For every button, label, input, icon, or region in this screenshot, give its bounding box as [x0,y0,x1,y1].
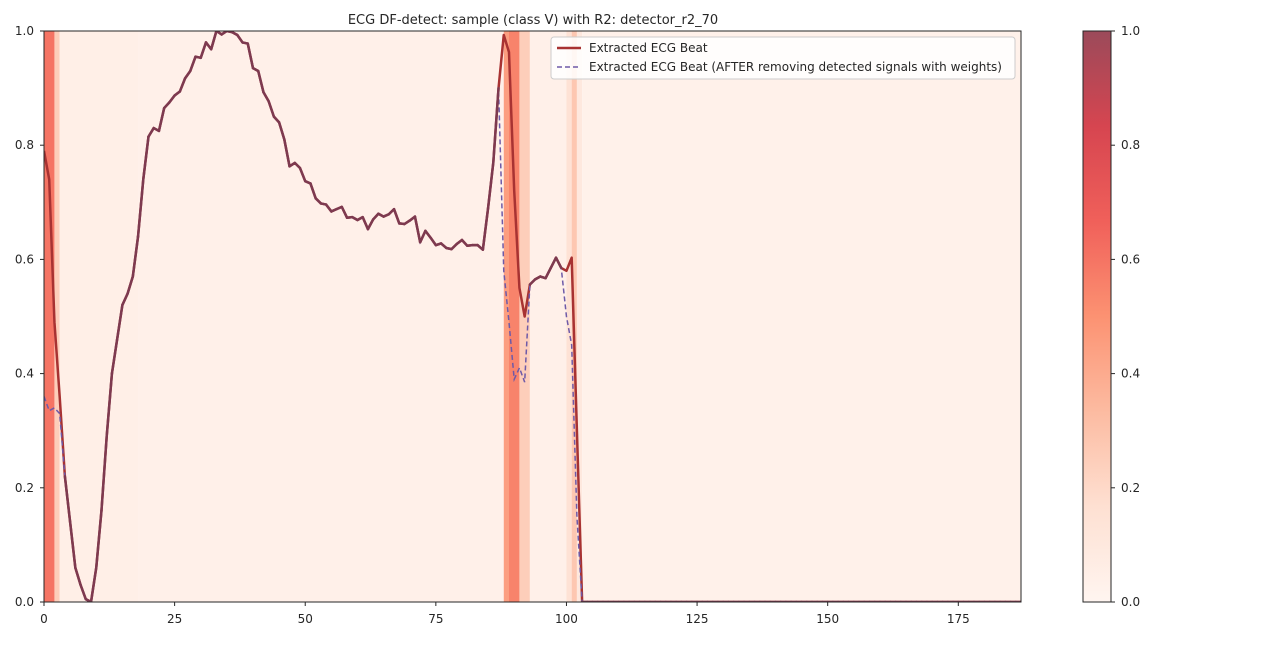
colorbar-tick-label: 0.8 [1121,138,1140,152]
series-overlap-segment [74,566,82,587]
x-tick-label: 125 [686,612,709,626]
x-tick-label: 25 [167,612,182,626]
series-overlap-segment [554,256,563,270]
weight-band-11 [582,31,1021,602]
series-overlap-segment [340,205,349,219]
x-tick-label: 0 [40,612,48,626]
colorbar-tick-label: 1.0 [1121,24,1140,38]
legend-label-removed: Extracted ECG Beat (AFTER removing detec… [589,60,1002,74]
series-overlap-segment [126,275,135,295]
colorbar-ticks: 0.0 0.2 0.4 0.6 0.8 1.0 [1111,24,1140,609]
chart-title: ECG DF-detect: sample (class V) with R2:… [348,13,718,28]
series-overlap-segment [68,520,77,569]
series-overlap-segment [361,215,370,231]
legend-box [550,36,1016,80]
series-overlap-segment [199,41,208,60]
series-overlap-segment [121,292,129,307]
series-overlap-segment [267,99,276,118]
series-overlap-segment [100,435,108,512]
series-overlap-segment [183,69,192,80]
series-overlap-segment [89,566,98,602]
series-overlap-segment [481,206,490,251]
weight-bands [44,31,1021,602]
series-overlap-segment [262,90,270,103]
series-overlap-segment [178,77,187,93]
series-overlap-segment [115,303,124,341]
series-overlap-segment [283,138,291,168]
colorbar-tick-label: 0.6 [1121,252,1140,266]
colorbar-tick-label: 0.4 [1121,367,1140,381]
plot-frame [43,30,1022,603]
series-overlap-segment [94,509,103,569]
series-overlap-segment [492,86,500,164]
x-axis: 0 25 50 75 100 125 150 175 [40,602,970,626]
series-lines [44,31,1021,602]
y-tick-label: 0.0 [15,595,34,609]
series-overlap-segment [131,235,140,278]
series-overlap-segment [63,475,72,524]
x-tick-label: 175 [947,612,970,626]
series-overlap-segment [246,42,255,70]
series-overlap-segment [272,115,281,124]
series-overlap-segment [429,236,438,247]
weight-band-1 [54,31,60,602]
legend-label-original: Extracted ECG Beat [589,41,708,55]
weight-band-7 [529,31,567,602]
y-tick-label: 0.4 [15,367,34,381]
x-tick-label: 75 [428,612,443,626]
y-tick-label: 0.8 [15,138,34,152]
legend: Extracted ECG Beat Extracted ECG Beat (A… [550,36,1016,80]
weight-band-5 [508,31,520,602]
series-overlap-segment [460,238,469,247]
series-overlap-segment [256,69,265,94]
weight-band-0 [44,31,55,602]
x-tick-label: 100 [555,612,578,626]
series-overlap-segment [142,135,150,181]
weight-band-3 [138,31,504,602]
series-overlap-segment [392,207,401,225]
weight-band-4 [503,31,509,602]
series-overlap-segment [157,106,166,133]
series-overlap-segment [136,178,145,238]
series-overlap-segment [366,218,375,231]
weight-band-2 [59,31,139,602]
series-overlap-segment [298,166,307,183]
colorbar-tick-label: 0.2 [1121,481,1140,495]
series-overlap-segment [549,256,558,270]
x-tick-label: 150 [816,612,839,626]
colorbar-tick-label: 0.0 [1121,595,1140,609]
series-overlap-segment [424,229,432,239]
weight-band-8 [566,31,572,602]
series-overlap-segment [277,121,286,141]
series-overlap-segment [209,31,218,51]
series-overlap-segment [105,372,114,438]
colorbar-strip [1082,30,1112,603]
series-overlap-segment [110,338,119,375]
series-overlap-segment [413,215,422,244]
series-overlap-segment [162,101,171,110]
series-overlap-segment [371,212,380,221]
y-tick-label: 1.0 [15,24,34,38]
series-overlap-segment [544,266,553,280]
y-axis: 0.0 0.2 0.4 0.6 0.8 1.0 [15,24,44,609]
series-overlap-segment [309,182,317,200]
series-overlap-segment [324,203,333,213]
series-overlap-segment [418,229,427,244]
y-tick-label: 0.2 [15,481,34,495]
series-overlap-segment [236,33,244,44]
y-tick-label: 0.6 [15,252,34,266]
weight-band-10 [576,31,583,602]
series-overlap-segment [189,55,197,73]
series-overlap-segment [79,583,88,601]
x-tick-label: 50 [298,612,313,626]
series-overlap-segment [168,94,176,104]
series-overlap-segment [147,126,155,138]
colorbar: 0.0 0.2 0.4 0.6 0.8 1.0 [1082,24,1140,609]
series-overlap-segment [486,161,495,210]
